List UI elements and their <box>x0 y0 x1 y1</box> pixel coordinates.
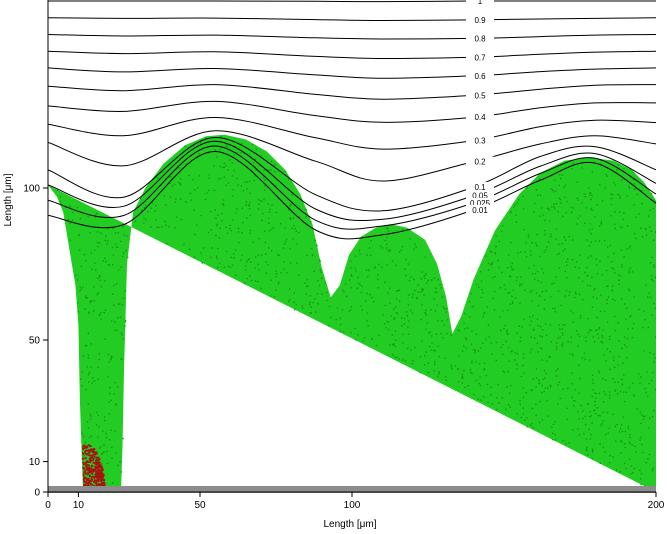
contour-label: 0.3 <box>474 137 486 146</box>
x-tick-label: 0 <box>45 500 51 511</box>
contour-label: 0.4 <box>474 113 486 122</box>
contour-line-0-01 <box>48 150 656 240</box>
y-axis-title: Length [μm] <box>3 173 14 226</box>
contour-line-0-05 <box>48 140 656 221</box>
contour-layer <box>48 0 656 240</box>
x-axis-title: Length [μm] <box>323 519 376 530</box>
contour-label: 0.7 <box>474 53 486 62</box>
contour-line-0-3 <box>48 116 656 150</box>
contour-label-bg <box>466 190 494 201</box>
contour-line-0-8 <box>48 34 656 40</box>
axes: 0 10 50 100 200 0 10 50 100 <box>23 0 665 511</box>
contour-label-bg <box>466 156 494 167</box>
contour-label: 0.8 <box>474 34 486 43</box>
y-tick-label: 50 <box>29 336 41 347</box>
contour-label-bg <box>466 33 494 44</box>
contour-line-0-9 <box>48 17 656 22</box>
contour-label: 0.2 <box>474 158 486 167</box>
contour-label-bg <box>466 135 494 146</box>
contour-label: 0.01 <box>472 206 488 215</box>
active-colony-region <box>48 134 656 492</box>
contour-label-bg <box>466 182 494 193</box>
contour-label: 0.9 <box>474 16 486 25</box>
contour-label-bg <box>466 52 494 63</box>
contour-label: 1 <box>478 0 483 6</box>
substrate-layer <box>48 486 656 493</box>
contour-label: 0.025 <box>470 199 491 208</box>
contour-label-bg <box>466 70 494 81</box>
contour-label: 0.5 <box>474 91 486 100</box>
colony-layer <box>48 134 656 492</box>
y-tick-label: 0 <box>34 488 40 499</box>
contour-label-bg <box>466 90 494 101</box>
x-tick-label: 200 <box>648 500 665 511</box>
contour-line-0-025 <box>48 145 656 230</box>
y-tick-label: 10 <box>29 457 41 468</box>
contour-label: 0.6 <box>474 72 486 81</box>
contour-label-bg <box>466 197 494 208</box>
contour-label-bg <box>466 204 494 215</box>
contour-line-1 <box>48 0 656 3</box>
contour-line-0-4 <box>48 100 656 123</box>
inactive-colony-cells <box>81 444 106 492</box>
contour-line-0-5 <box>48 84 656 100</box>
x-tick-label: 50 <box>194 500 206 511</box>
contour-label-bg <box>466 0 494 7</box>
x-tick-label: 10 <box>73 500 85 511</box>
x-tick-label: 100 <box>344 500 361 511</box>
contour-label-bg <box>466 14 494 25</box>
contour-label: 0.05 <box>472 192 488 201</box>
y-tick-label: 100 <box>23 184 40 195</box>
contour-label: 0.1 <box>474 183 486 192</box>
contour-label-layer: 1 0.9 0.8 0.7 0.6 0.5 0.4 0.3 0.2 0.10.050.0250.0… <box>466 0 494 215</box>
contour-label-bg <box>466 112 494 123</box>
contour-line-0-6 <box>48 67 656 79</box>
contour-line-0-2 <box>48 130 656 182</box>
contour-line-0-1 <box>48 136 656 212</box>
contour-line-0-7 <box>48 50 656 60</box>
